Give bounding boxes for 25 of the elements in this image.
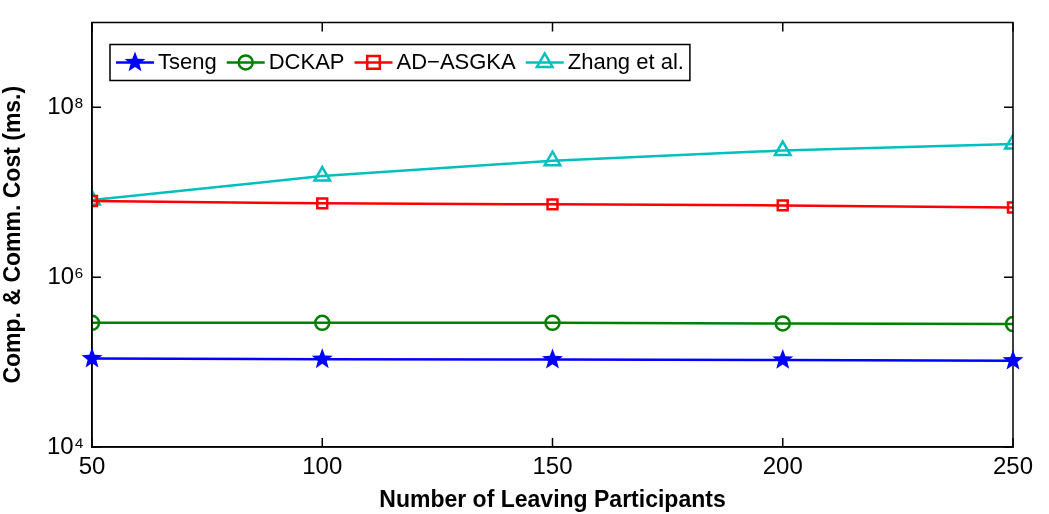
- point: [774, 315, 791, 332]
- y-tick-label: 10⁸: [47, 91, 84, 119]
- x-tick-label: 250: [992, 452, 1034, 480]
- point: [544, 314, 561, 332]
- legend-label: Zhang et al.: [567, 49, 684, 75]
- point: [542, 348, 563, 369]
- y-tick-label: 10⁶: [47, 261, 84, 289]
- point: [543, 150, 562, 167]
- point: [313, 165, 332, 182]
- point: [314, 314, 331, 332]
- point: [772, 348, 794, 369]
- point: [316, 197, 329, 210]
- x-tick-label: 100: [302, 452, 343, 480]
- x-tick-label: 200: [762, 452, 803, 480]
- legend-label: Tseng: [158, 49, 217, 75]
- x-tick-label: 50: [78, 452, 106, 480]
- y-axis-title: Comp. & Comm. Cost (ms.): [0, 85, 26, 384]
- point: [546, 198, 559, 211]
- point: [776, 199, 789, 212]
- legend-label: DCKAP: [268, 49, 345, 75]
- x-tick-label: 150: [532, 452, 573, 480]
- point: [773, 140, 792, 157]
- x-axis-title: Number of Leaving Participants: [379, 485, 726, 512]
- legend-label: AD−ASGKA: [396, 49, 517, 75]
- point: [311, 348, 333, 369]
